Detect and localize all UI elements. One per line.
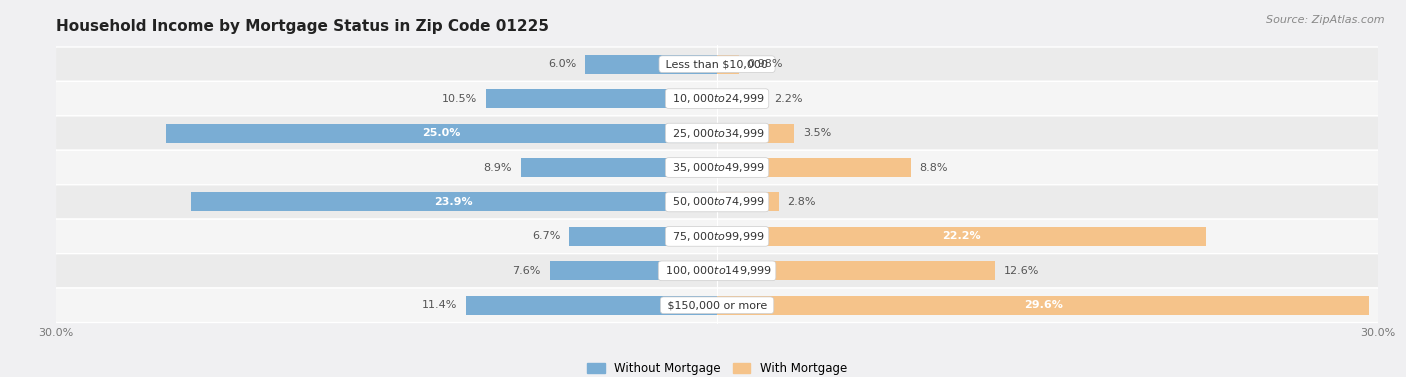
Bar <box>717 158 911 177</box>
Text: 23.9%: 23.9% <box>434 197 474 207</box>
Bar <box>465 296 717 315</box>
Text: 11.4%: 11.4% <box>422 300 457 310</box>
Text: 22.2%: 22.2% <box>942 231 981 241</box>
Text: $100,000 to $149,999: $100,000 to $149,999 <box>662 264 772 277</box>
Bar <box>569 227 717 246</box>
Text: 25.0%: 25.0% <box>423 128 461 138</box>
Bar <box>585 55 717 74</box>
Legend: Without Mortgage, With Mortgage: Without Mortgage, With Mortgage <box>582 357 852 377</box>
FancyBboxPatch shape <box>55 116 1379 150</box>
Bar <box>166 124 717 143</box>
Text: 2.2%: 2.2% <box>775 93 803 104</box>
FancyBboxPatch shape <box>55 150 1379 185</box>
Text: $25,000 to $34,999: $25,000 to $34,999 <box>669 127 765 139</box>
Text: 29.6%: 29.6% <box>1024 300 1063 310</box>
Bar <box>717 296 1369 315</box>
FancyBboxPatch shape <box>55 254 1379 288</box>
Text: $10,000 to $24,999: $10,000 to $24,999 <box>669 92 765 105</box>
Text: 6.0%: 6.0% <box>548 59 576 69</box>
Text: 10.5%: 10.5% <box>441 93 477 104</box>
Text: $150,000 or more: $150,000 or more <box>664 300 770 310</box>
Bar <box>522 158 717 177</box>
Text: $35,000 to $49,999: $35,000 to $49,999 <box>669 161 765 174</box>
FancyBboxPatch shape <box>55 47 1379 81</box>
Bar <box>717 124 794 143</box>
Text: Household Income by Mortgage Status in Zip Code 01225: Household Income by Mortgage Status in Z… <box>56 19 550 34</box>
FancyBboxPatch shape <box>55 219 1379 254</box>
Text: Less than $10,000: Less than $10,000 <box>662 59 772 69</box>
Text: 3.5%: 3.5% <box>803 128 831 138</box>
Text: $50,000 to $74,999: $50,000 to $74,999 <box>669 195 765 208</box>
Bar <box>717 193 779 211</box>
Bar <box>486 89 717 108</box>
Text: 2.8%: 2.8% <box>787 197 815 207</box>
Text: 8.8%: 8.8% <box>920 162 948 173</box>
Text: 12.6%: 12.6% <box>1004 266 1039 276</box>
Bar <box>717 55 738 74</box>
Bar <box>717 227 1206 246</box>
Text: 6.7%: 6.7% <box>533 231 561 241</box>
Text: 7.6%: 7.6% <box>512 266 541 276</box>
Text: 0.98%: 0.98% <box>748 59 783 69</box>
Bar <box>717 89 765 108</box>
Bar <box>717 261 994 280</box>
FancyBboxPatch shape <box>55 81 1379 116</box>
FancyBboxPatch shape <box>55 185 1379 219</box>
Bar <box>191 193 717 211</box>
Text: 8.9%: 8.9% <box>484 162 512 173</box>
Text: $75,000 to $99,999: $75,000 to $99,999 <box>669 230 765 243</box>
Text: Source: ZipAtlas.com: Source: ZipAtlas.com <box>1267 15 1385 25</box>
Bar <box>550 261 717 280</box>
FancyBboxPatch shape <box>55 288 1379 322</box>
